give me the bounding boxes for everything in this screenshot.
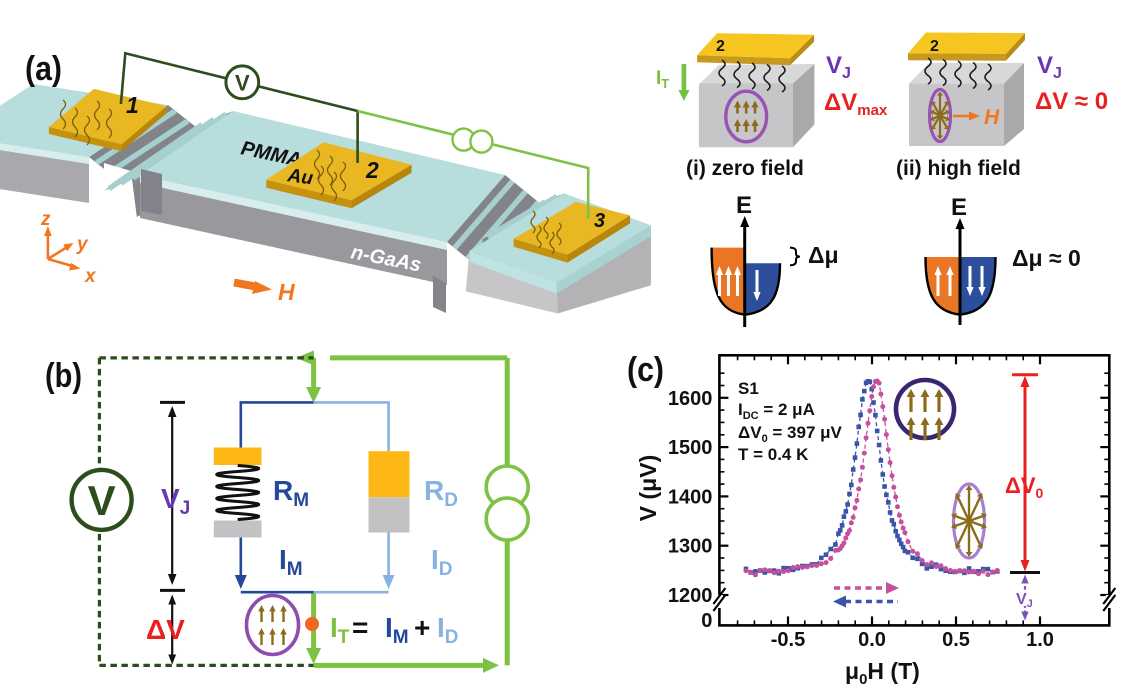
svg-text:1300: 1300 [668, 536, 713, 558]
svg-text:H: H [984, 106, 1000, 129]
svg-text:V (μV): V (μV) [635, 455, 661, 521]
svg-text:=: = [352, 612, 368, 643]
svg-text:μ0H (T): μ0H (T) [845, 658, 920, 688]
svg-text:2: 2 [365, 157, 379, 183]
svg-text:+: + [414, 612, 430, 643]
svg-text:1500: 1500 [668, 437, 713, 459]
svg-text:y: y [76, 234, 89, 255]
svg-text:Au: Au [285, 165, 314, 190]
svg-text:H: H [278, 279, 295, 305]
svg-text:3: 3 [594, 210, 605, 232]
svg-text:V: V [235, 71, 250, 96]
svg-text:ΔV: ΔV [146, 614, 185, 645]
svg-text:V: V [88, 477, 116, 524]
svg-text:x: x [84, 266, 97, 287]
svg-text:1200: 1200 [668, 585, 713, 607]
svg-text:(ii) high field: (ii) high field [896, 157, 1021, 180]
svg-text:(a): (a) [25, 50, 62, 88]
svg-text:E: E [951, 194, 967, 221]
svg-text:ΔV0 = 397 μV: ΔV0 = 397 μV [738, 423, 843, 445]
svg-text:T = 0.4 K: T = 0.4 K [738, 445, 809, 464]
svg-text:0.0: 0.0 [858, 629, 886, 651]
svg-text:0.5: 0.5 [942, 629, 970, 651]
svg-text:-0.5: -0.5 [771, 629, 805, 651]
svg-text:(i) zero field: (i) zero field [686, 157, 804, 180]
svg-text:2: 2 [930, 38, 939, 55]
svg-text:ΔV ≈ 0: ΔV ≈ 0 [1035, 88, 1108, 115]
svg-text:1600: 1600 [668, 388, 713, 410]
svg-text:1400: 1400 [668, 486, 713, 508]
svg-text:S1: S1 [738, 379, 759, 398]
svg-text:Δμ ≈ 0: Δμ ≈ 0 [1012, 245, 1081, 271]
svg-text:RM: RM [273, 475, 309, 511]
svg-text:2: 2 [716, 38, 725, 55]
svg-text:0: 0 [701, 610, 712, 632]
svg-text:Δμ: Δμ [808, 242, 839, 268]
svg-text:z: z [40, 209, 51, 230]
svg-text:(c): (c) [627, 351, 664, 389]
svg-text:1: 1 [126, 92, 139, 118]
svg-text:1.0: 1.0 [1026, 629, 1054, 651]
svg-text:E: E [736, 192, 752, 219]
svg-text:(b): (b) [45, 357, 82, 395]
